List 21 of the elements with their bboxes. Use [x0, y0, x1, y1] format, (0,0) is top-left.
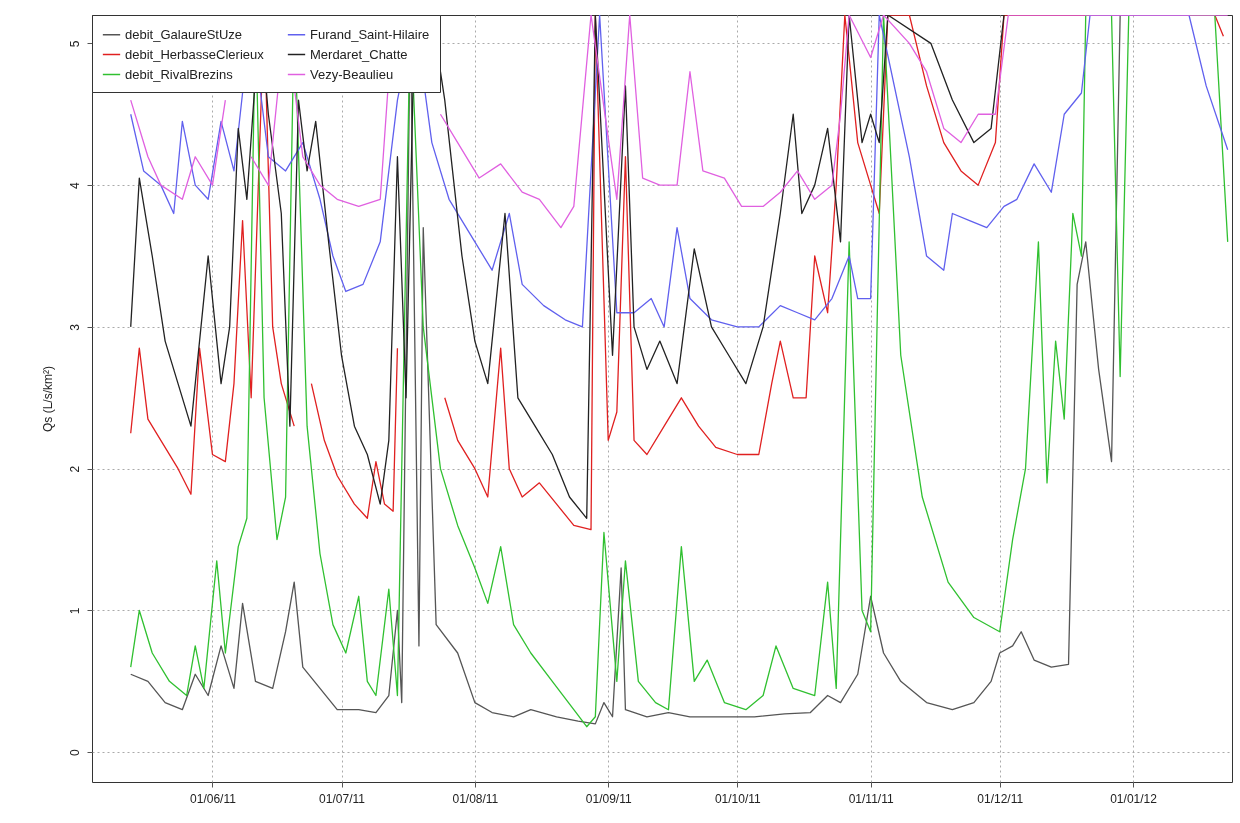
- x-tick-label: 01/01/12: [1110, 791, 1158, 806]
- x-tick-label: 01/08/11: [452, 791, 499, 806]
- x-tick-label: 01/07/11: [319, 791, 366, 806]
- y-axis-title: Qs (L/s/km²): [40, 366, 55, 432]
- x-tick-label: 01/10/11: [714, 791, 762, 806]
- legend-label: debit_RivalBrezins: [125, 66, 234, 82]
- y-tick-label: 4: [67, 181, 82, 189]
- legend-label: Furand_Saint-Hilaire: [310, 26, 430, 42]
- y-tick-label: 3: [67, 323, 82, 331]
- x-tick-label: 01/12/11: [977, 791, 1024, 806]
- legend-label: debit_HerbasseClerieux: [125, 46, 265, 62]
- y-tick-label: 0: [67, 749, 82, 757]
- legend-label: Merdaret_Chatte: [310, 46, 408, 62]
- x-tick-label: 01/11/11: [848, 791, 894, 806]
- x-tick-label: 01/06/11: [190, 791, 237, 806]
- x-tick-label: 01/09/11: [585, 791, 632, 806]
- y-tick-label: 2: [67, 465, 82, 473]
- legend-label: Vezy-Beaulieu: [310, 66, 394, 82]
- legend-label: debit_GalaureStUze: [125, 26, 243, 42]
- y-tick-label: 1: [67, 607, 82, 615]
- y-tick-label: 5: [67, 40, 82, 48]
